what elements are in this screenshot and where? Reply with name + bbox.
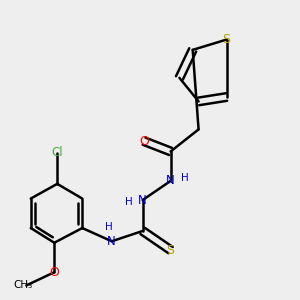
Text: H: H: [124, 197, 132, 207]
Text: S: S: [223, 33, 231, 46]
Text: N: N: [138, 194, 147, 207]
Text: S: S: [167, 244, 175, 256]
Text: O: O: [139, 135, 149, 148]
Text: CH₃: CH₃: [14, 280, 33, 290]
Text: O: O: [50, 266, 59, 279]
Text: H: H: [106, 222, 113, 232]
Text: H: H: [182, 173, 189, 183]
Text: Cl: Cl: [51, 146, 63, 159]
Text: N: N: [107, 235, 116, 248]
Text: N: N: [166, 174, 175, 188]
